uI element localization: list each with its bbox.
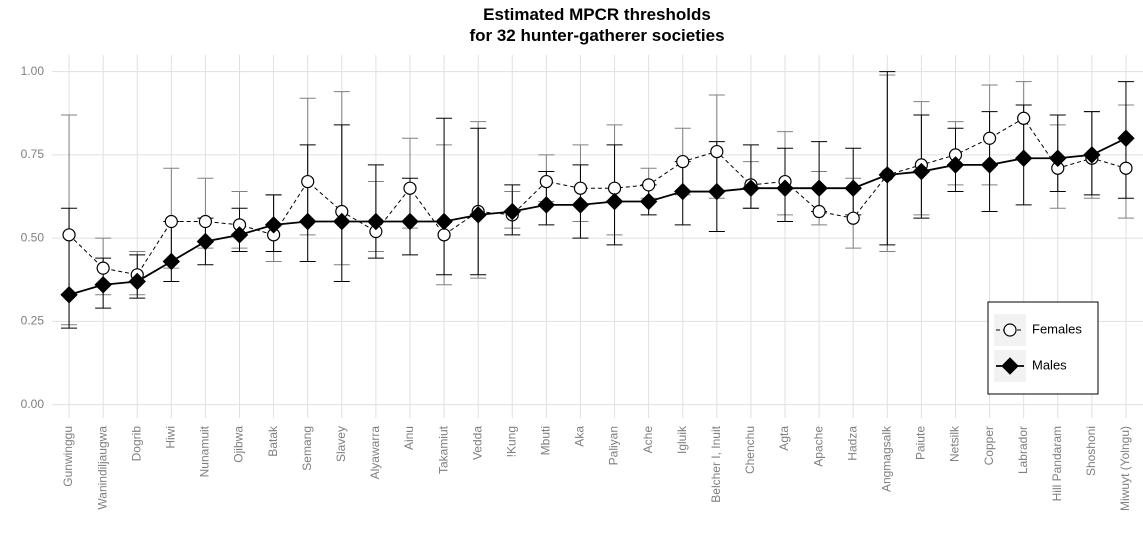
marker [1017, 111, 1031, 125]
marker [539, 174, 553, 189]
x-tick-label: Angmagsalk [879, 425, 893, 492]
marker [1049, 149, 1067, 167]
y-tick-label: 0.50 [21, 230, 45, 244]
marker [301, 174, 315, 189]
x-tick-label: Copper [982, 426, 996, 465]
marker [437, 228, 451, 242]
legend-label: Females [1032, 321, 1082, 336]
x-tick-label: Agta [777, 426, 791, 451]
y-tick-label: 0.00 [21, 397, 45, 411]
marker [605, 192, 624, 211]
marker [537, 196, 556, 214]
x-tick-label: Chenchu [743, 426, 757, 474]
marker [1119, 161, 1133, 175]
marker [198, 214, 213, 229]
x-tick-label: Aka [573, 426, 587, 447]
marker [333, 212, 351, 231]
marker [403, 181, 417, 195]
y-tick-label: 1.00 [21, 64, 45, 78]
marker [435, 212, 453, 231]
x-tick-label: Vedda [470, 426, 484, 460]
x-tick-label: Ache [641, 426, 655, 454]
x-tick-label: Dogrib [129, 426, 143, 462]
marker [846, 211, 860, 225]
x-tick-label: Hadza [845, 426, 859, 461]
marker [60, 286, 78, 304]
plot [60, 71, 1135, 329]
marker [642, 178, 656, 192]
marker [164, 214, 178, 229]
marker [571, 196, 590, 214]
marker [264, 216, 283, 234]
x-tick-label: Hill Pandaram [1050, 426, 1064, 501]
marker [1083, 146, 1101, 164]
x-tick-label: Semang [300, 426, 314, 471]
marker [676, 154, 690, 169]
marker [912, 162, 931, 181]
marker [776, 179, 794, 197]
x-tick-label: Paiute [914, 426, 928, 460]
marker [367, 212, 385, 231]
x-tick-label: Mbuti [539, 426, 553, 455]
marker [298, 212, 317, 231]
marker [812, 204, 826, 219]
marker [503, 202, 521, 221]
x-tick-label: Takamiut [436, 425, 450, 474]
legend-marker [1001, 357, 1019, 375]
chart-title: for 32 hunter-gatherer societies [469, 26, 724, 45]
x-tick-label: Shoshoni [1084, 426, 1098, 476]
x-tick-label: Ainu [402, 426, 416, 450]
x-tick-label: Belcher I, Inuit [709, 425, 723, 502]
marker [469, 206, 487, 224]
marker [980, 156, 999, 174]
marker [1014, 149, 1033, 167]
marker [607, 181, 622, 195]
x-tick-label: Gunwinggu [61, 426, 75, 487]
legend: Females Males [987, 301, 1099, 395]
y-tick-label: 0.25 [21, 314, 45, 328]
x-tick-label: Alyawarra [368, 426, 382, 480]
x-tick-label: Wanindiljaugwa [95, 426, 109, 510]
marker [810, 179, 828, 197]
marker [946, 156, 965, 174]
x-tick-label: Igluik [675, 425, 689, 454]
marker [128, 272, 146, 291]
x-tick-label: Miwuyt (Yolngu) [1118, 426, 1132, 511]
x-tick-label: Apache [811, 426, 825, 467]
x-tick-label: Nunamuit [198, 425, 212, 477]
marker [62, 228, 76, 242]
marker [982, 131, 997, 145]
x-tick-label: Paliyan [607, 426, 621, 465]
y-tick-label: 0.75 [21, 147, 45, 161]
x-tick-label: Hiwi [164, 426, 178, 449]
legend-marker [1003, 323, 1017, 337]
marker [674, 182, 692, 201]
x-tick-label: Batak [266, 425, 280, 457]
x-tick-label: Netsilk [948, 425, 962, 462]
marker [96, 261, 110, 275]
marker [94, 276, 112, 294]
legend-label: Males [1032, 357, 1067, 372]
marker [639, 192, 658, 211]
marker [878, 166, 897, 184]
marker [573, 181, 588, 195]
marker [401, 212, 419, 231]
chart-title: Estimated MPCR thresholds [483, 5, 711, 24]
marker [710, 144, 724, 159]
x-tick-label: Ojibwa [232, 426, 246, 463]
x-tick-label: Slavey [334, 426, 348, 462]
x-tick-label: Labrador [1016, 426, 1030, 474]
marker [742, 179, 760, 197]
marker [230, 226, 249, 244]
marker [196, 232, 215, 251]
marker [708, 182, 726, 201]
x-tick-label: !Kung [504, 426, 518, 457]
marker [162, 252, 181, 271]
marker [844, 179, 862, 197]
marker [1117, 129, 1135, 147]
